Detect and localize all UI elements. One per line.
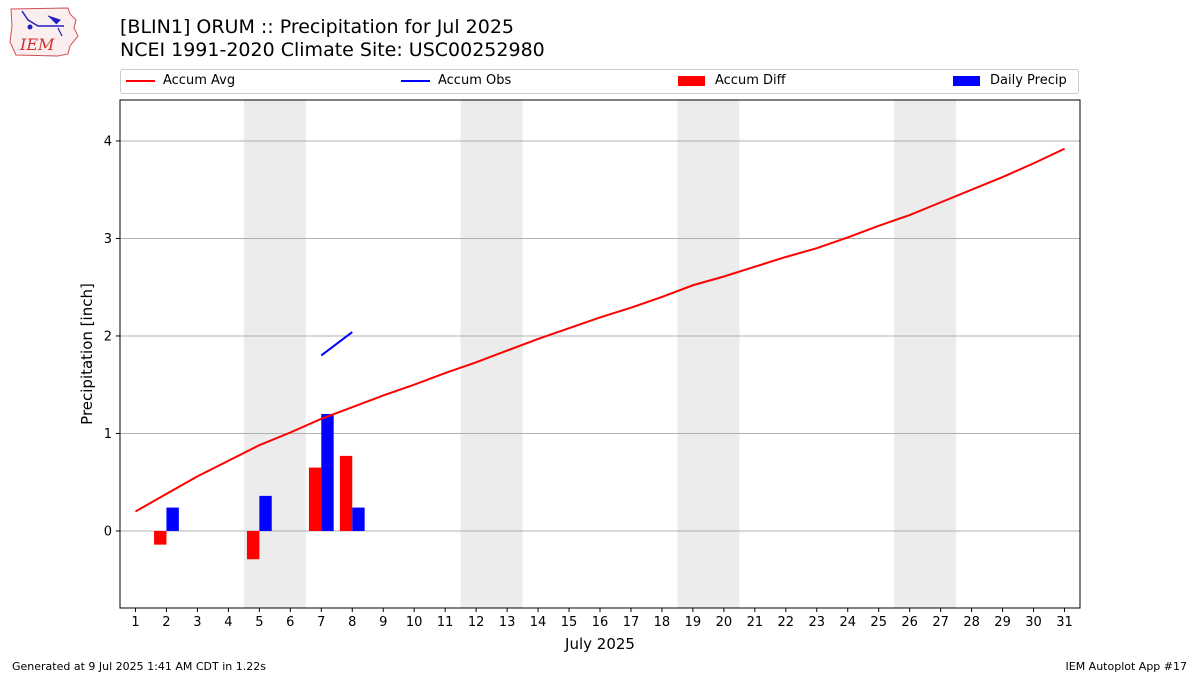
x-tick-label: 19 [685, 615, 702, 630]
weekend-shading [243, 100, 957, 608]
x-tick-label: 4 [224, 615, 232, 630]
logo-text: IEM [19, 35, 55, 54]
x-tick-label: 31 [1056, 615, 1073, 630]
bars [154, 413, 365, 560]
legend-swatch-accum-obs [401, 79, 430, 82]
x-tick-label: 16 [592, 615, 609, 630]
y-tick-label: 3 [104, 232, 112, 247]
x-tick-label: 18 [654, 615, 671, 630]
x-tick-label: 7 [317, 615, 325, 630]
weekend-band [243, 100, 306, 608]
weekend-band [894, 100, 957, 608]
y-tick-label: 0 [104, 524, 112, 539]
x-tick-label: 21 [747, 615, 764, 630]
y-tick-label: 1 [104, 427, 112, 442]
legend-swatch-accum-avg [126, 79, 155, 82]
x-tick-label: 25 [870, 615, 887, 630]
chart-legend: Accum Avg Accum Obs Accum Diff Daily Pre… [120, 69, 1079, 94]
weekend-band [460, 100, 523, 608]
legend-label: Accum Obs [438, 73, 512, 88]
y-axis-label: Precipitation [inch] [78, 283, 96, 425]
y-axis-ticks: 0 1 2 3 4 [104, 134, 120, 539]
bar-accum-diff [339, 455, 353, 531]
x-tick-label: 26 [901, 615, 918, 630]
y-tick-label: 2 [104, 329, 112, 344]
x-tick-label: 20 [716, 615, 733, 630]
x-axis-ticks: 1 2 3 4 5 6 7 8 9 10 11 12 13 14 15 16 17 18 19 20 21 22 23 24 2… [131, 608, 1073, 630]
bar-accum-diff [154, 530, 167, 545]
y-tick-label: 4 [104, 134, 112, 149]
legend-swatch-accum-diff [678, 75, 705, 86]
legend-item-accum-obs: Accum Obs [401, 73, 511, 91]
x-tick-label: 27 [932, 615, 949, 630]
legend-item-daily-precip: Daily Precip [953, 73, 1067, 91]
x-tick-label: 5 [255, 615, 263, 630]
bar-daily-precip [321, 413, 334, 531]
app-credit: IEM Autoplot App #17 [1065, 660, 1188, 673]
x-tick-label: 1 [131, 615, 139, 630]
generated-timestamp: Generated at 9 Jul 2025 1:41 AM CDT in 1… [12, 660, 266, 673]
x-tick-label: 13 [499, 615, 516, 630]
x-tick-label: 22 [778, 615, 795, 630]
legend-label: Accum Avg [163, 73, 236, 88]
chart-subtitle: NCEI 1991-2020 Climate Site: USC00252980 [120, 39, 545, 61]
x-tick-label: 29 [994, 615, 1011, 630]
weekend-band [677, 100, 740, 608]
gridlines [120, 140, 1080, 532]
x-tick-label: 8 [348, 615, 356, 630]
x-tick-label: 15 [561, 615, 578, 630]
x-tick-label: 12 [468, 615, 485, 630]
line-accum-avg [134, 147, 1065, 513]
legend-label: Accum Diff [715, 73, 786, 88]
x-tick-label: 2 [162, 615, 170, 630]
lines [134, 147, 1065, 513]
bar-daily-precip [259, 495, 272, 531]
legend-label: Daily Precip [990, 73, 1067, 88]
x-tick-label: 10 [406, 615, 423, 630]
x-tick-label: 3 [193, 615, 201, 630]
legend-item-accum-diff: Accum Diff [678, 73, 786, 91]
x-tick-label: 24 [839, 615, 856, 630]
bar-accum-diff [308, 467, 322, 531]
legend-swatch-daily-precip [953, 75, 980, 86]
x-axis-label: July 2025 [564, 635, 635, 653]
line-accum-obs [320, 331, 353, 357]
x-tick-label: 17 [623, 615, 640, 630]
iem-logo: IEM [8, 6, 82, 62]
x-tick-label: 30 [1025, 615, 1042, 630]
x-tick-label: 11 [437, 615, 454, 630]
x-tick-label: 14 [530, 615, 547, 630]
x-tick-label: 9 [379, 615, 387, 630]
bar-daily-precip [166, 507, 179, 531]
chart-title: [BLIN1] ORUM :: Precipitation for Jul 20… [120, 16, 515, 38]
x-tick-label: 23 [809, 615, 826, 630]
x-tick-label: 28 [963, 615, 980, 630]
legend-item-accum-avg: Accum Avg [126, 73, 235, 91]
bar-daily-precip [352, 507, 365, 531]
bar-accum-diff [246, 530, 260, 560]
x-tick-label: 6 [286, 615, 294, 630]
iem-weather-logo-icon: IEM [9, 7, 79, 57]
